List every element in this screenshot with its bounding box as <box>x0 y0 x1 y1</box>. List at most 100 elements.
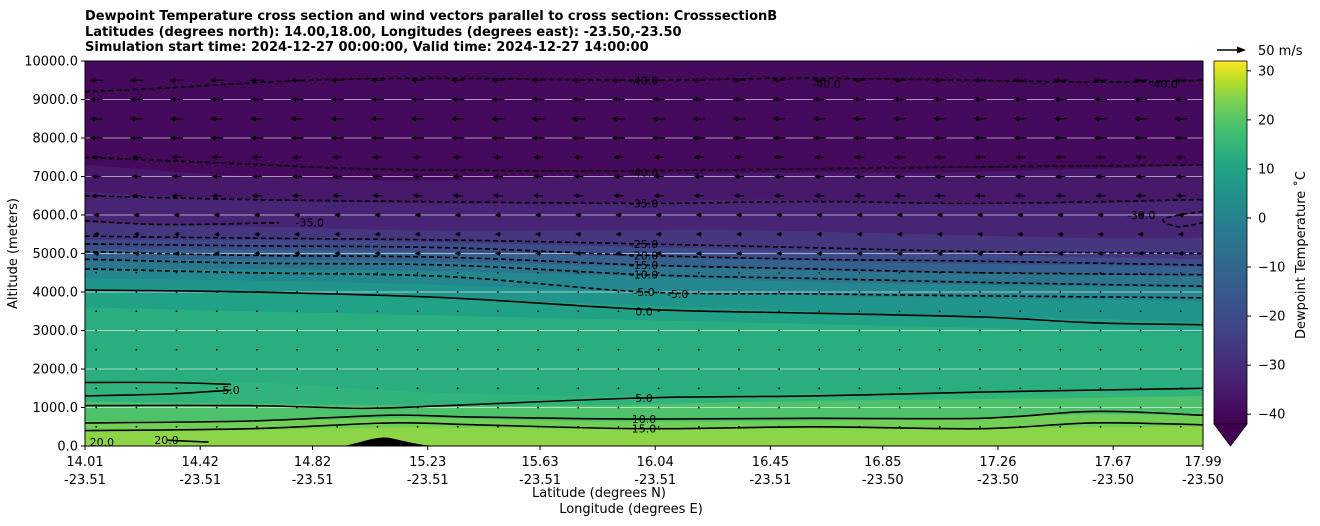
wind-vector-dot <box>376 387 379 390</box>
wind-vector-arrow-icon <box>129 77 135 83</box>
wind-vector-dot <box>818 291 821 293</box>
wind-vector-arrow-icon <box>492 174 498 179</box>
wind-vector-dot <box>376 271 379 274</box>
wind-vector-dot <box>497 387 499 390</box>
wind-vector-arrow-icon <box>294 251 300 256</box>
wind-vector-dot <box>256 348 258 351</box>
wind-vector-dot <box>858 271 861 274</box>
wind-vector-dot <box>537 329 539 332</box>
wind-vector-dot <box>979 291 981 293</box>
wind-vector-arrow-icon <box>732 116 738 122</box>
wind-vector-dot <box>537 291 539 293</box>
wind-vector-arrow-icon <box>1175 193 1181 199</box>
contour-line <box>85 243 1203 266</box>
wind-vector-dot <box>256 310 258 313</box>
wind-vector-arrow-icon <box>655 212 661 218</box>
wind-vector-arrow-icon <box>414 251 420 256</box>
wind-vector-arrow-icon <box>1134 116 1140 122</box>
wind-vector-dot <box>215 348 218 351</box>
wind-vector-arrow-icon <box>973 97 979 102</box>
wind-vector-dot <box>1179 368 1182 370</box>
colorbar-tick-label: −30 <box>1258 359 1285 374</box>
x-tick-label-latitude: 14.42 <box>182 455 219 470</box>
contour-label: -35.0 <box>295 217 323 230</box>
wind-vector-dot <box>979 271 981 274</box>
wind-vector-arrow-icon <box>374 251 380 256</box>
contour-labels: -40.0-40.0-35.0-25.0-20.0-15.0-10.0-5.0-… <box>90 74 1178 446</box>
wind-vector-dot <box>537 387 539 390</box>
wind-vector-arrow-icon <box>1135 174 1141 179</box>
wind-vector-dot <box>818 387 821 390</box>
wind-vector-dot <box>1019 329 1022 332</box>
wind-vector-arrow-icon <box>976 251 982 256</box>
wind-vector-dot <box>617 310 620 313</box>
wind-vector-arrow-icon <box>131 193 137 199</box>
wind-vector-arrow-icon <box>210 135 216 141</box>
wind-vector-dot <box>738 387 740 390</box>
wind-vector-dot <box>1059 348 1062 351</box>
wind-vector-arrow-icon <box>535 231 541 237</box>
wind-vector-dot <box>738 425 740 428</box>
wind-vector-dot <box>1019 348 1022 351</box>
wind-vector-arrow-icon <box>1174 116 1180 122</box>
wind-vector-dot <box>1179 310 1182 313</box>
colorbar-tick-label: −10 <box>1258 261 1285 276</box>
wind-vector-arrow-icon <box>816 231 822 237</box>
wind-vector-arrow-icon <box>814 193 820 199</box>
wind-vector-arrow-icon <box>974 174 980 179</box>
wind-vector-dot <box>1139 329 1142 332</box>
wind-vector-arrow-icon <box>1097 212 1103 218</box>
wind-vector-arrow-icon <box>613 174 619 179</box>
wind-vector-arrow-icon <box>374 212 380 218</box>
wind-vector-arrow-icon <box>896 212 902 218</box>
wind-vector-arrow-icon <box>1015 193 1021 199</box>
wind-vector-dot <box>416 291 419 293</box>
wind-vector-dot <box>175 387 178 390</box>
colorbar-tick-label: 10 <box>1258 162 1275 177</box>
wind-vector-arrow-icon <box>973 135 979 141</box>
wind-vector-arrow-icon <box>693 193 699 199</box>
wind-vector-dot <box>1099 406 1102 409</box>
x-axis: 14.01 -23.51 14.42 -23.51 14.82 -23.51 15.23 -2… <box>64 446 1224 488</box>
y-tick-label: 9000.0 <box>33 93 79 108</box>
quiver-key-arrow-icon <box>1237 46 1246 54</box>
wind-vector-dot <box>898 368 901 370</box>
wind-vector-arrow-icon <box>494 231 500 237</box>
colorbar-label: Dewpoint Temperature ˚C <box>1293 171 1309 339</box>
wind-vector-arrow-icon <box>451 77 457 83</box>
wind-vector-arrow-icon <box>91 193 97 199</box>
wind-vector-dot <box>577 329 580 332</box>
wind-vector-dot <box>336 348 339 351</box>
wind-vector-dot <box>738 329 740 332</box>
wind-vector-dot <box>778 271 781 274</box>
y-tick-label: 5000.0 <box>33 247 79 262</box>
wind-vector-arrow-icon <box>411 116 417 122</box>
contour-label: -30.0 <box>1127 209 1155 222</box>
wind-vector-dot <box>256 425 258 428</box>
wind-vector-dot <box>1059 387 1062 390</box>
wind-vector-dot <box>175 348 178 351</box>
wind-vector-dot <box>256 271 258 274</box>
wind-vector-dot <box>818 406 821 409</box>
wind-vector-arrow-icon <box>894 193 900 199</box>
contour-line <box>85 258 1203 287</box>
wind-vector-dot <box>1179 329 1182 332</box>
wind-vector-arrow-icon <box>211 174 217 179</box>
wind-vector-arrow-icon <box>693 154 699 160</box>
wind-vector-arrow-icon <box>372 174 378 179</box>
wind-vector-dot <box>1019 406 1022 409</box>
wind-vector-arrow-icon <box>733 154 739 160</box>
wind-vector-arrow-icon <box>695 251 701 256</box>
wind-vector-arrow-icon <box>491 97 497 102</box>
y-axis: 0.0 1000.0 2000.0 3000.0 4000.0 5000.0 6000.0 7… <box>24 55 85 455</box>
wind-vector-dot <box>858 291 861 293</box>
wind-vector-arrow-icon <box>1177 231 1183 237</box>
wind-vector-arrow-icon <box>452 174 458 179</box>
wind-vector-dot <box>497 291 499 293</box>
wind-vector-dot <box>95 271 98 274</box>
wind-vector-arrow-icon <box>692 135 698 141</box>
wind-vector-arrow-icon <box>1175 154 1181 160</box>
wind-vector-arrow-icon <box>292 193 298 199</box>
wind-vector-dot <box>1099 310 1102 313</box>
wind-vector-dot <box>215 310 218 313</box>
